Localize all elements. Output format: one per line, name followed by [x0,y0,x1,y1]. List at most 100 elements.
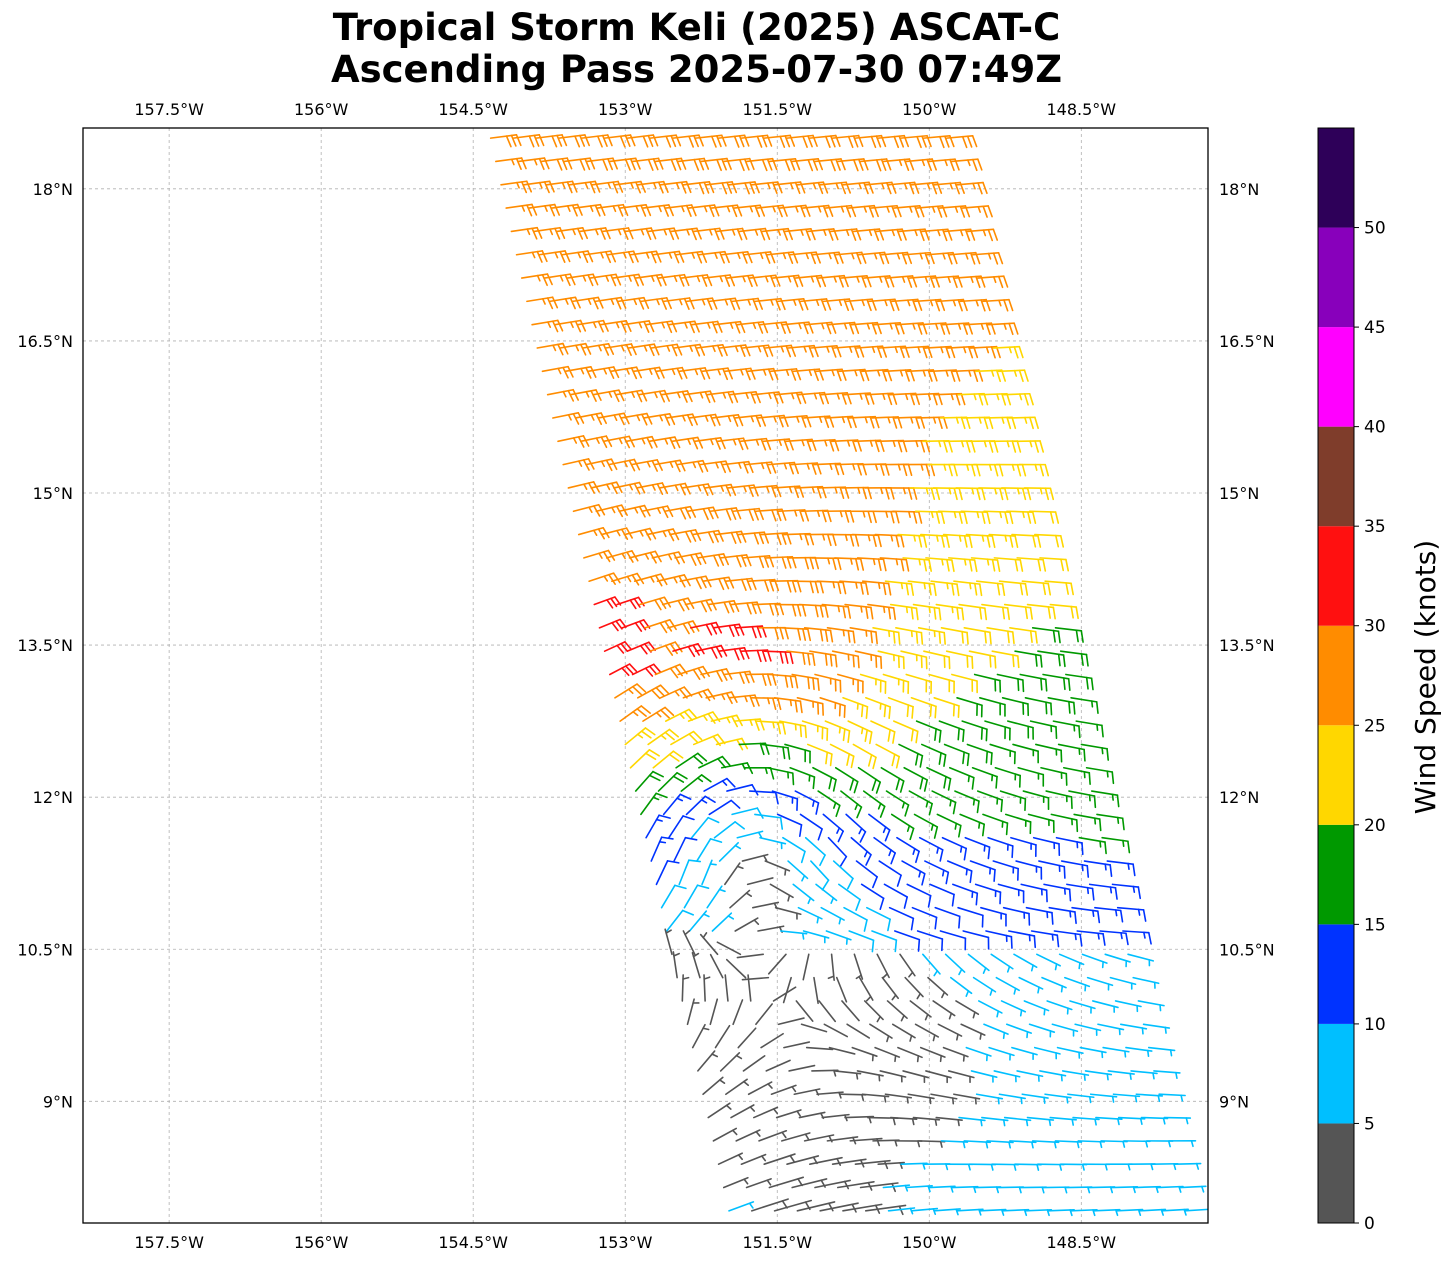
wind-barb-half-feather-63 [521,205,526,212]
wind-barb-feather-480-1 [1034,653,1038,667]
wind-barb-feather-301-0 [747,460,754,474]
wind-barb-staff-709 [1025,906,1053,914]
wind-barb-253 [574,412,607,426]
wind-barb-127 [543,273,576,287]
wind-barb-395 [970,557,1001,573]
wind-barb-half-feather-400 [626,575,632,583]
wind-barb-898 [1072,1116,1100,1126]
wind-barb-145 [954,275,986,289]
wind-barb-staff-619 [868,813,891,831]
wind-barb-229 [974,369,1006,383]
wind-barb-staff-583 [994,766,1021,777]
wind-barb-feather-342-0 [735,507,742,520]
wind-barb-515 [865,697,891,720]
wind-barb-802 [777,1017,805,1026]
wind-barb-feather-629-0 [1121,817,1125,831]
wind-barb-feather-236-0 [686,390,693,403]
lat-tick-left-6: 9°N [43,1092,73,1111]
wind-barb-staff-659 [832,860,854,880]
wind-barb-feather-457-1 [984,630,987,644]
wind-barb-half-feather-208 [985,346,990,354]
wind-barb-556 [852,743,877,770]
wind-barb-788 [932,1000,956,1020]
wind-barb-feather-225-1 [904,369,910,382]
wind-barb-half-feather-293 [1029,440,1033,448]
wind-barb-feather-329-0 [912,487,918,500]
wind-barb-509 [728,694,760,708]
wind-barb-741 [802,953,810,981]
wind-barb-feather-453-1 [892,630,896,644]
wind-barb-feather-397-1 [1037,558,1042,572]
wind-barb-half-feather-213 [625,367,630,375]
wind-barb-half-feather-882 [725,1104,732,1110]
wind-barb-feather-174-0 [693,320,700,333]
wind-barb-feather-413-0 [933,583,937,597]
wind-barb-feather-617-0 [837,830,844,843]
wind-barb-feather-392-1 [923,558,928,572]
wind-barb-feather-325-1 [816,486,822,499]
wind-barb-21 [495,157,527,171]
wind-barb-feather-267-1 [915,416,921,429]
wind-barb-feather-241-1 [795,391,802,405]
wind-barb-feather-672-0 [666,860,680,864]
wind-barb-feather-559-1 [938,752,942,765]
wind-barb-staff-418 [1021,580,1050,585]
wind-barb-feather-555-1 [846,753,851,766]
wind-barb-half-feather-285 [846,439,851,447]
wind-barb-feather-453-0 [897,631,901,645]
wind-barb-half-feather-735 [665,929,672,934]
wind-barb-feather-269-0 [965,416,971,429]
wind-barb-feather-451-1 [847,629,851,643]
wind-barb-feather-320-1 [702,483,709,496]
wind-barb-399 [588,572,621,585]
wind-barb-feather-59-1 [908,182,915,195]
wind-barb-feather-471-0 [834,654,838,668]
wind-barb-914 [963,1140,992,1149]
wind-barb-746 [922,953,941,977]
wind-barb-half-feather-875 [1043,1096,1046,1104]
wind-barb-555 [829,743,855,769]
wind-barb-feather-341-2 [702,508,709,521]
wind-barb-feather-552-0 [787,746,791,760]
wind-barb-767 [927,976,949,999]
wind-barb-799 [709,998,719,1026]
wind-barb-half-feather-936 [1013,1163,1017,1171]
wind-barb-half-feather-198 [757,345,762,353]
wind-barb-feather-167-0 [1008,298,1014,312]
wind-barb-staff-643 [941,836,968,850]
wind-barb-feather-36-2 [853,159,859,172]
wind-barb-484 [631,663,662,677]
wind-barb-feather-71-0 [713,204,720,217]
wind-barb-staff-463 [626,641,650,652]
wind-barb-half-feather-282 [778,439,782,447]
wind-barb-789 [955,1000,980,1019]
wind-barb-705 [934,906,961,929]
wind-barb-90 [647,227,680,241]
wind-barb-feather-170-0 [602,319,609,332]
wind-barb-staff-714 [665,909,684,932]
wind-barb-feather-91-1 [691,228,697,241]
wind-barb-feather-122-1 [924,252,930,265]
wind-barb-half-feather-284 [824,439,828,447]
wind-barb-105 [515,250,548,263]
wind-barb-half-feather-736 [684,929,691,936]
wind-barb-609 [640,792,668,816]
wind-barb-136 [748,274,781,288]
wind-barb-feather-218-1 [744,368,751,381]
wind-barb-599 [885,790,910,817]
wind-barb-staff-684 [929,883,955,896]
wind-barb-410 [839,580,869,596]
wind-barb-899 [1095,1116,1123,1126]
wind-barb-half-feather-524 [1091,700,1094,708]
wind-barb-half-feather-306 [852,463,856,471]
wind-barb-half-feather-172 [638,321,643,329]
wind-barb-half-feather-105 [531,251,536,259]
wind-barb-half-feather-756 [673,952,680,957]
wind-barb-296 [607,458,641,472]
wind-barb-88 [601,227,634,240]
wind-barb-staff-627 [1050,813,1078,821]
wind-barb-feather-148-1 [569,297,576,310]
wind-barb-feather-488-1 [743,671,750,684]
wind-barb-621 [913,813,939,839]
